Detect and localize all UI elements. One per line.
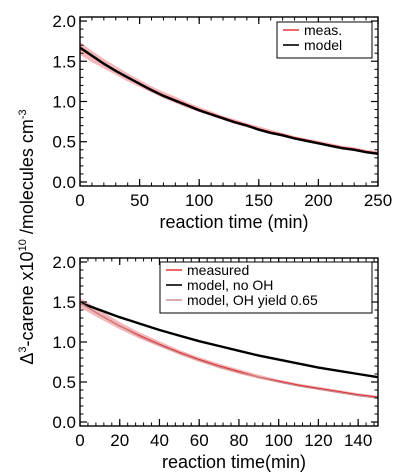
x-tick-label: 120 <box>304 431 332 450</box>
y-tick-label: 2.0 <box>52 253 76 272</box>
y-tick-label: 1.0 <box>52 333 76 352</box>
legend-label: model, OH yield 0.65 <box>187 292 318 308</box>
series-line-0 <box>79 47 379 154</box>
x-tick-label: 100 <box>264 431 292 450</box>
series-line-1 <box>79 46 379 155</box>
x-tick-label: 150 <box>245 191 273 210</box>
series-band-0 <box>80 41 378 155</box>
x-axis-label: reaction time (min) <box>159 212 308 232</box>
y-tick-label: 1.5 <box>52 52 76 71</box>
x-tick-label: 140 <box>344 431 372 450</box>
x-tick-label: 100 <box>185 191 213 210</box>
top-panel: 0 50 100 150 200 250 0.0 0.5 1.0 1.5 2.0 reaction t… <box>52 12 392 232</box>
legend-label: meas. <box>304 22 342 38</box>
x-tick-label: 80 <box>229 431 248 450</box>
y-tick-label: 0.0 <box>52 173 76 192</box>
x-tick-label: 20 <box>110 431 129 450</box>
legend-label: model, no OH <box>187 277 273 293</box>
x-tick-label: 50 <box>130 191 149 210</box>
x-axis-label: reaction time(min) <box>162 452 306 472</box>
x-tick-label: 250 <box>364 191 392 210</box>
y-tick-label: 0.0 <box>52 413 76 432</box>
legend-label: measured <box>187 262 249 278</box>
x-tick-label: 40 <box>150 431 169 450</box>
series-line-0 <box>79 302 379 398</box>
x-tick-label: 200 <box>304 191 332 210</box>
legend-label: model <box>304 37 342 53</box>
y-tick-label: 1.0 <box>52 93 76 112</box>
x-tick-label: 60 <box>190 431 209 450</box>
y-tick-label: 1.5 <box>52 293 76 312</box>
x-tick-label: 0 <box>75 191 84 210</box>
bottom-panel: 0 20 40 60 80 100 120 140 0.0 0.5 1.0 1.5 2.0 reactio… <box>52 253 379 472</box>
y-tick-label: 0.5 <box>52 373 76 392</box>
y-tick-label: 0.5 <box>52 133 76 152</box>
x-tick-label: 0 <box>75 431 84 450</box>
y-axis-label: Δ3-carene x1010 /molecules cm-3 <box>17 109 37 364</box>
series-line-2 <box>79 302 379 399</box>
series-line-1 <box>79 301 379 379</box>
y-tick-label: 2.0 <box>52 12 76 31</box>
legend-box <box>276 21 373 59</box>
legend-box <box>159 261 373 314</box>
